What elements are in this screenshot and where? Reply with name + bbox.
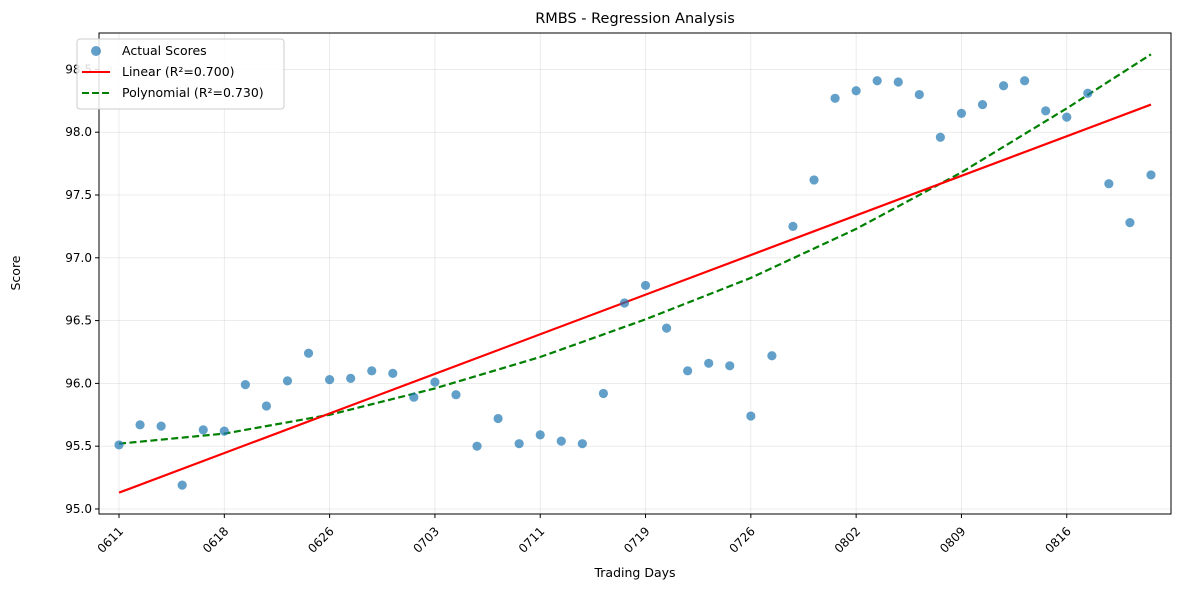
scatter-point <box>683 366 693 376</box>
y-tick-label: 98.0 <box>65 125 92 139</box>
plot-frame <box>98 32 1172 515</box>
scatter-point <box>556 436 566 446</box>
chart-title: RMBS - Regression Analysis <box>535 11 735 27</box>
legend-marker-actual-scores <box>91 46 101 56</box>
y-tick-label: 97.0 <box>65 251 92 265</box>
y-tick-label: 96.5 <box>65 314 92 328</box>
scatter-point <box>177 480 187 490</box>
scatter-point <box>893 77 903 87</box>
linear-fit-line <box>118 103 1152 494</box>
scatter-point <box>535 430 545 440</box>
scatter-point <box>977 99 988 110</box>
scatter-point <box>935 132 945 142</box>
scatter-point <box>240 380 250 390</box>
y-tick-label: 96.0 <box>65 376 92 390</box>
scatter-point <box>514 439 524 449</box>
scatter-point <box>282 376 293 386</box>
scatter-point <box>704 358 714 368</box>
legend: Actual Scores Linear (R²=0.700) Polynomi… <box>76 38 285 110</box>
scatter-point <box>1125 218 1135 228</box>
scatter-point <box>346 373 356 383</box>
scatter-point <box>1020 76 1030 86</box>
scatter-point <box>956 108 967 118</box>
scatter-point <box>619 298 630 308</box>
y-axis-label: Score <box>8 255 23 290</box>
scatter-point <box>577 439 587 449</box>
scatter-point <box>114 440 124 450</box>
scatter-point <box>451 390 461 400</box>
x-axis-label: Trading Days <box>593 565 675 580</box>
scatter-point <box>1041 106 1051 116</box>
scatter-point <box>135 420 145 430</box>
scatter-point <box>493 413 503 424</box>
scatter-point <box>746 411 756 421</box>
scatter-point <box>809 175 819 185</box>
scatter-point <box>1104 179 1114 189</box>
linear-fit-layer <box>118 103 1152 494</box>
scatter-point <box>388 368 398 378</box>
scatter-point <box>198 425 208 435</box>
legend-box <box>76 38 285 110</box>
scatter-point <box>156 421 166 431</box>
scatter-point <box>788 221 798 232</box>
legend-label-actual-scores: Actual Scores <box>122 43 207 58</box>
scatter-point <box>830 93 840 103</box>
scatter-point <box>1083 88 1093 98</box>
scatter-point <box>598 388 609 399</box>
scatter-point <box>1146 170 1156 180</box>
scatter-point <box>661 323 672 333</box>
scatter-point <box>1062 112 1072 122</box>
legend-label-linear: Linear (R²=0.700) <box>122 64 235 79</box>
scatter-points <box>114 76 1156 490</box>
y-axis-ticks: 95.095.596.096.597.097.598.098.5 <box>65 62 99 516</box>
y-tick-label: 95.5 <box>65 439 92 453</box>
scatter-point <box>767 351 777 361</box>
y-tick-label: 95.0 <box>65 502 92 516</box>
scatter-point <box>409 392 419 402</box>
scatter-point <box>725 361 735 371</box>
scatter-point <box>261 401 272 411</box>
scatter-point <box>998 81 1009 91</box>
y-tick-label: 97.5 <box>65 188 92 202</box>
scatter-point <box>851 86 861 96</box>
scatter-point <box>325 375 335 385</box>
scatter-point <box>219 426 229 436</box>
scatter-point <box>914 89 924 100</box>
scatter-point <box>640 280 651 291</box>
scatter-point <box>472 441 482 451</box>
scatter-point <box>303 348 314 358</box>
scatter-point <box>430 377 440 387</box>
scatter-point <box>367 366 377 376</box>
legend-label-polynomial: Polynomial (R²=0.730) <box>122 85 264 100</box>
scatter-point <box>872 76 882 86</box>
